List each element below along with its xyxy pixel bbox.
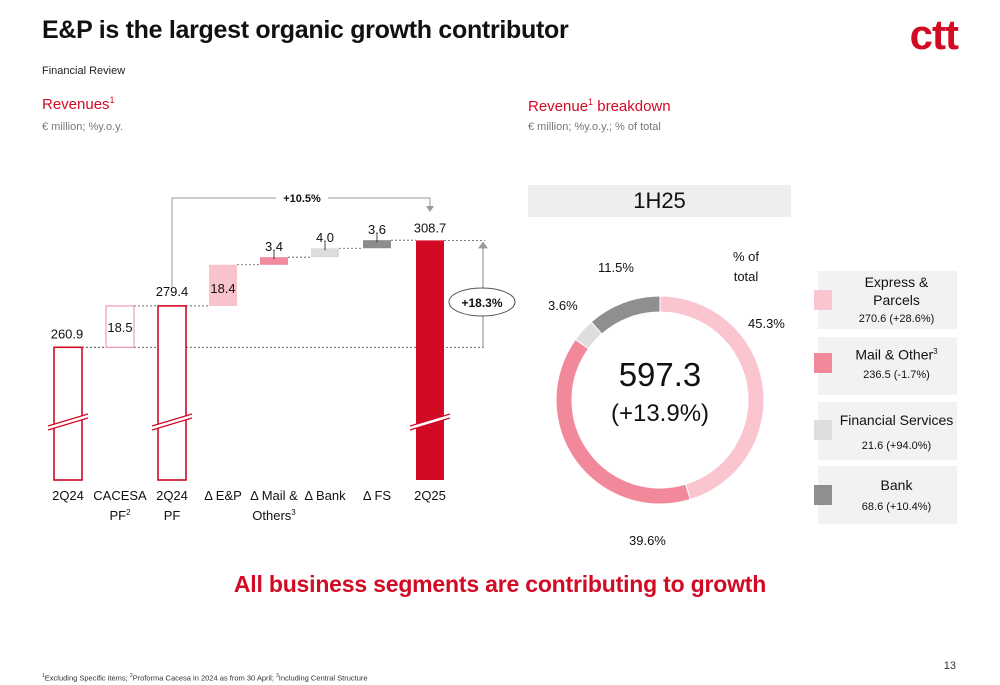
page-title: E&P is the largest organic growth contri… [42,16,569,44]
waterfall-bar-cacesa-pf [105,305,135,348]
total-growth-label: +18.3% [461,296,502,310]
legend-card-mail-other: Mail & Other3 236.5 (-1.7%) [814,337,957,395]
footnote-1: Excluding Specific items; [44,673,130,683]
waterfall-bar-e-p [209,264,237,306]
period-banner: 1H25 [528,185,791,217]
axis-break-line [47,417,89,431]
category-label-line2-cacesa-pf: PF2 [109,508,131,523]
axis-break-line [47,413,89,427]
waterfall-bar-2q25 [416,240,444,480]
legend-name-mail-other: Mail & Other3 [836,342,957,365]
pct-label-financial-services: 3.6% [548,298,578,313]
footnote: 1Excluding Specific items; 2Proforma Cac… [42,673,368,683]
footnote-1-marker: 1 [42,673,45,679]
footnote-3: Including Central Structure [278,673,368,683]
legend-name-bank: Bank [880,477,913,493]
revenue-donut-chart [555,295,765,505]
revenue-waterfall-chart: 260.9 2Q24 18.5 CACESA PF2 279.4 2Q24 PF 18.4 Δ E… [47,190,516,523]
pct-label-mail-other: 39.6% [629,533,666,548]
ctt-logo: ctt [909,11,959,58]
organic-growth-label-bg [276,190,328,206]
revenues-title: Revenues1 [42,95,115,113]
organic-growth-arrowhead [426,206,434,212]
axis-break-line [151,413,193,427]
revenues-title-footnote: 1 [109,95,115,105]
revenues-units: € million; %y.o.y. [42,121,123,133]
footnote-2: Proforma Cacesa in 2024 as from 30 April… [132,673,277,683]
legend-card-financial-services: Financial Services 21.6 (+94.0%) [814,402,957,460]
waterfall-bar-2q24 [53,346,83,481]
data-label-fs: 3.6 [368,222,386,237]
headline: All business segments are contributing t… [233,571,767,597]
legend-name-financial-services: Financial Services [839,412,954,428]
data-label-mail-others: 3.4 [265,239,283,254]
donut-total-value: 597.3 [618,356,702,393]
category-label-fs: Δ FS [363,488,392,503]
axis-break-line [409,417,451,431]
pct-label-express-parcels: 45.3% [748,316,785,331]
category-label-bank: Δ Bank [304,488,346,503]
breakdown-title-text: Revenue [528,98,589,115]
legend-value-financial-services: 21.6 (+94.0%) [861,440,932,452]
legend-card-bank: Bank 68.6 (+10.4%) [814,466,957,524]
legend-name-express-parcels: Express & [864,274,929,290]
organic-growth-label: +10.5% [283,193,321,205]
legend-swatch-mail-other [814,353,832,373]
data-label-e-p: 18.4 [210,281,235,296]
category-label-mail-others: Δ Mail & [250,488,298,503]
legend-swatch-financial-services [814,420,832,440]
pct-header-line1: % of [732,249,759,264]
legend-value-mail-other: 236.5 (-1.7%) [863,369,930,381]
total-growth-badge [448,287,516,317]
waterfall-bar-fs [363,240,391,249]
page-subtitle: Financial Review [42,65,126,77]
page-number: 13 [943,660,956,672]
category-label-line2-mail-others: Others3 [252,508,296,523]
data-label-2q24: 260.9 [51,326,84,341]
axis-break-gap [152,414,192,430]
category-label-2q24: 2Q24 [52,488,84,503]
footnote-3-marker: 3 [276,673,279,679]
data-label-cacesa-pf: 18.5 [107,320,132,335]
axis-break-gap [48,414,88,430]
legend-name-mail-other-sup: 3 [933,347,938,356]
legend-swatch-express-parcels [814,290,832,310]
pct-header-line2: total [733,269,759,284]
category-label-2q25: 2Q25 [414,488,446,503]
legend-card-express-parcels: Express & Parcels 270.6 (+28.6%) [814,271,957,329]
total-growth-arrowhead [478,241,488,249]
legend-value-express-parcels: 270.6 (+28.6%) [858,313,935,325]
data-label-2q24-pf: 279.4 [156,284,189,299]
category-label-e-p: Δ E&P [204,488,242,503]
waterfall-bar-mail-others [260,257,288,265]
breakdown-title: Revenue1 breakdown [528,97,671,115]
axis-break-gap [410,414,450,430]
category-label-2q24-pf: 2Q24 [156,488,188,503]
footnote-2-marker: 2 [129,673,133,679]
legend-name-mail-other-text: Mail & Other [855,346,934,363]
category-label-cacesa-pf: CACESA [93,488,147,503]
waterfall-bar-2q24-pf [157,305,187,481]
legend-value-bank: 68.6 (+10.4%) [861,501,932,513]
waterfall-bar-bank [311,248,339,258]
legend-swatch-bank [814,485,832,505]
pct-label-bank: 11.5% [598,260,634,275]
donut-slice-bank [590,295,661,335]
pct-of-total-header: % of total [718,247,774,287]
breakdown-title-rest: breakdown [593,98,671,115]
axis-break-line [151,417,193,431]
axis-break-line [409,413,451,427]
data-label-bank: 4.0 [316,230,334,245]
donut-total-growth: (+13.9%) [610,400,710,427]
data-label-2q25: 308.7 [414,220,447,235]
revenues-title-text: Revenues [42,96,110,113]
category-label-line2-2q24-pf: PF [164,508,181,523]
breakdown-units: € million; %y.o.y.; % of total [528,121,661,133]
breakdown-title-footnote: 1 [588,97,594,107]
legend-name2-express-parcels: Parcels [873,292,920,308]
